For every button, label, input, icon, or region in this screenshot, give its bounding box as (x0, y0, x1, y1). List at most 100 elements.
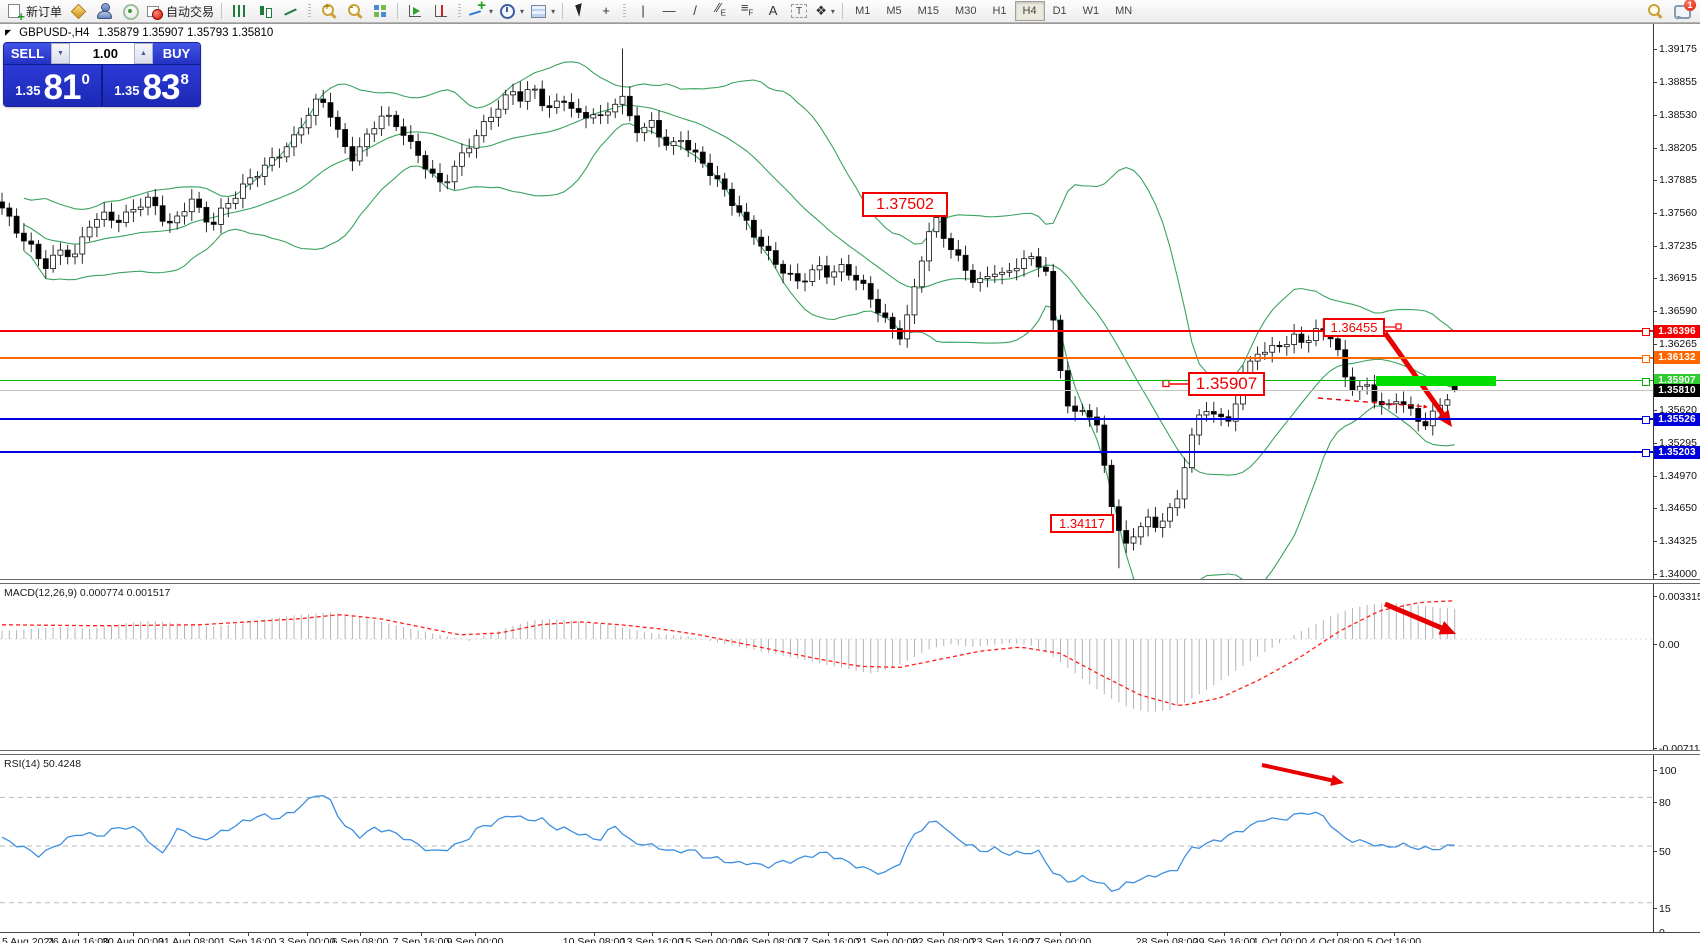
timeframe-h1-button[interactable]: H1 (992, 5, 1007, 17)
candlestick-chart-icon[interactable] (252, 1, 278, 21)
candle (50, 254, 56, 269)
horizontal-level-line[interactable] (0, 330, 1653, 332)
line-anchor-marker[interactable] (1642, 377, 1650, 386)
price-annotation-label[interactable]: 1.37502 (862, 192, 948, 217)
candle (882, 312, 889, 318)
bar-chart-icon[interactable] (226, 1, 252, 21)
axis-tick (1653, 344, 1657, 346)
price-annotation-label[interactable]: 1.36455 (1323, 318, 1385, 337)
panel-separator[interactable] (0, 750, 1700, 755)
candle (714, 175, 721, 180)
buy-price[interactable]: 1.35 83 8 (103, 65, 200, 106)
candle (415, 141, 422, 156)
price-annotation-label[interactable]: 1.35907 (1188, 372, 1265, 396)
volume-increase-button[interactable]: ▲ (134, 43, 153, 64)
horizontal-level-line[interactable] (0, 380, 1653, 382)
horizontal-level-line[interactable] (0, 390, 1653, 391)
timeframe-m30-button[interactable]: M30 (955, 5, 977, 17)
candle (64, 249, 71, 258)
bollinger-lower-band (23, 122, 1455, 579)
new-order-icon[interactable]: 新订单 (3, 1, 65, 24)
time-tick (1337, 933, 1338, 936)
axis-tick (1653, 114, 1657, 116)
candle (663, 136, 670, 146)
indicators-icon[interactable]: ▾ (465, 0, 496, 21)
volume-input[interactable]: 1.00 (92, 46, 118, 61)
sell-button[interactable]: SELL (4, 43, 51, 64)
search-icon[interactable] (1646, 3, 1663, 19)
line-anchor-marker[interactable] (1642, 416, 1650, 425)
arrows-icon[interactable]: ❖ ▾ (812, 1, 838, 21)
crosshair-icon[interactable]: + (593, 1, 619, 21)
label-icon[interactable]: T (786, 1, 812, 21)
fibonacci-icon[interactable]: ≡F (734, 1, 760, 21)
cursor-icon[interactable] (567, 1, 593, 21)
trendline-icon[interactable]: / (682, 1, 708, 21)
panel-separator[interactable] (0, 579, 1700, 584)
time-axis-label: 4 Oct 08:00 (1309, 936, 1365, 943)
timeframe-m15-button[interactable]: M15 (917, 5, 940, 17)
candle (378, 115, 385, 130)
favorites-icon[interactable] (65, 1, 91, 21)
time-axis-label: 31 Aug 08:00 (158, 936, 220, 943)
text-icon[interactable]: A (760, 1, 786, 21)
candle (137, 206, 144, 210)
macd-panel[interactable]: MACD(12,26,9) 0.000774 0.001517 0.003315… (0, 584, 1700, 750)
candle (1305, 340, 1312, 343)
time-axis[interactable]: 5 Aug 2021 26 Aug 16:00 30 Aug 00:00 31 Aug… (0, 932, 1700, 943)
equidistant-channel-icon: ∕∕E (716, 0, 726, 18)
candle (356, 146, 363, 162)
timeframe-mn-button[interactable]: MN (1115, 5, 1133, 17)
dropdown-arrow-icon[interactable]: ▾ (489, 6, 494, 16)
rsi-chart (0, 763, 1653, 904)
price-axis-border (1653, 24, 1654, 579)
templates-icon[interactable]: ▾ (527, 1, 558, 21)
line-anchor-marker[interactable] (1642, 328, 1650, 337)
signals-icon[interactable] (117, 1, 143, 21)
zoom-out-icon[interactable]: - (341, 1, 367, 21)
fibonacci-icon: ≡F (740, 0, 754, 18)
price-annotation-label[interactable]: 1.34117 (1050, 514, 1114, 533)
line-anchor-marker[interactable] (1642, 449, 1650, 458)
green-highlight-bar[interactable] (1376, 376, 1496, 386)
favorites-icon (70, 3, 87, 19)
equidistant-channel-icon[interactable]: ∕∕E (708, 1, 734, 21)
dropdown-arrow-icon[interactable]: ▾ (830, 6, 835, 16)
dropdown-arrow-icon[interactable]: ▾ (551, 6, 556, 16)
timeframe-w1-button[interactable]: W1 (1082, 5, 1100, 17)
horizontal-level-line[interactable] (0, 356, 1653, 359)
horizontal-level-line[interactable] (0, 418, 1653, 421)
dropdown-arrow-icon[interactable]: ▾ (520, 6, 525, 16)
main-chart-panel[interactable]: ◤ GBPUSD-,H4 1.35879 1.35907 1.35793 1.3… (0, 24, 1700, 579)
horizontal-line-icon[interactable]: — (656, 1, 682, 21)
candle (1203, 411, 1210, 416)
buy-price-sup: 8 (180, 71, 189, 88)
timeframe-m1-button[interactable]: M1 (855, 5, 871, 17)
candle (860, 279, 867, 284)
candle (1006, 270, 1013, 273)
profile-icon[interactable] (91, 1, 117, 21)
auto-scroll-icon[interactable] (402, 1, 428, 21)
candle (1123, 530, 1130, 544)
candle (1079, 410, 1086, 412)
periods-icon[interactable]: ▾ (496, 1, 527, 21)
auto-scroll-icon (407, 3, 424, 19)
line-chart-icon[interactable] (278, 1, 304, 21)
timeframe-h4-button[interactable]: H4 (1014, 1, 1045, 21)
vertical-line-icon[interactable]: | (630, 1, 656, 21)
chart-shift-icon[interactable] (428, 1, 454, 21)
candle (1072, 405, 1078, 412)
tile-windows-icon[interactable] (367, 1, 393, 21)
rsi-panel[interactable]: RSI(14) 50.4248 100 80 50 15 0 (0, 755, 1700, 932)
chat-icon[interactable]: 1 (1673, 0, 1696, 20)
sell-price[interactable]: 1.35 81 0 (4, 65, 101, 106)
timeframe-m5-button[interactable]: M5 (886, 5, 902, 17)
buy-button[interactable]: BUY (153, 43, 200, 64)
horizontal-level-line[interactable] (0, 451, 1653, 454)
autotrading-icon[interactable]: 自动交易 (143, 1, 217, 21)
candle (422, 155, 429, 170)
line-anchor-marker[interactable] (1642, 354, 1650, 363)
volume-decrease-button[interactable]: ▼ (51, 43, 70, 64)
timeframe-d1-button[interactable]: D1 (1052, 5, 1067, 17)
zoom-in-icon[interactable]: + (315, 1, 341, 21)
